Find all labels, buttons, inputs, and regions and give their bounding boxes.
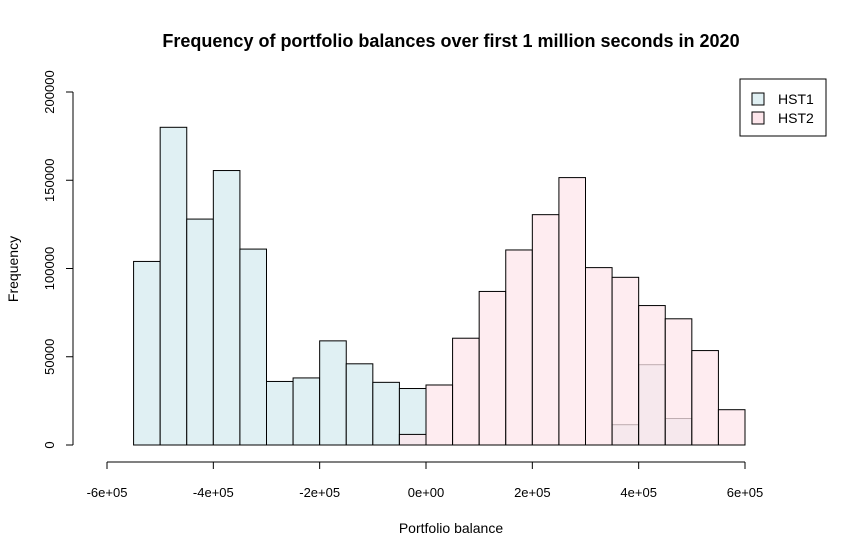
- bar-hst1-1: [159, 126, 188, 446]
- x-tick-label: -2e+05: [299, 485, 340, 500]
- bar-hst2-12: [717, 409, 746, 446]
- x-tick-label: 2e+05: [514, 485, 551, 500]
- legend-box: [739, 78, 827, 137]
- bar-hst1-9: [372, 381, 400, 446]
- bar-hst1-3: [212, 170, 241, 446]
- bar-hst2-3: [478, 290, 507, 446]
- bar-hst1-4: [239, 248, 268, 446]
- y-axis-label: Frequency: [5, 236, 21, 302]
- bar-hst2-2: [452, 337, 480, 446]
- bar-hst2-10: [664, 318, 693, 446]
- bar-hst1-8: [345, 363, 374, 446]
- y-axis: 0 50000 100000 150000 200000: [42, 70, 74, 449]
- y-tick-label: 0: [42, 441, 57, 448]
- bar-hst2-8: [611, 276, 640, 446]
- bar-hst1-0: [133, 260, 161, 446]
- chart-title: Frequency of portfolio balances over fir…: [162, 31, 739, 51]
- bar-hst2-7: [585, 267, 613, 446]
- x-tick-label: 4e+05: [620, 485, 657, 500]
- legend-swatch-hst2: [751, 111, 765, 125]
- legend: HST1 HST2: [739, 78, 827, 137]
- x-tick-label: -6e+05: [87, 485, 128, 500]
- y-tick-label: 150000: [42, 159, 57, 202]
- y-tick-label: 200000: [42, 70, 57, 113]
- y-tick-label: 100000: [42, 247, 57, 290]
- bar-hst2-5: [531, 214, 560, 446]
- y-tick-label: 50000: [42, 339, 57, 375]
- bar-hst2-9: [638, 305, 666, 446]
- x-axis-label: Portfolio balance: [399, 520, 504, 536]
- bar-hst2-0: [398, 433, 427, 446]
- bar-hst1-6: [292, 377, 321, 446]
- bar-hst1-7: [319, 340, 347, 446]
- bar-hst2-11: [691, 350, 719, 446]
- x-axis: -6e+05 -4e+05 -2e+05 0e+00 2e+05 4e+05 6e+05: [87, 461, 764, 500]
- bar-hst2-4: [505, 249, 533, 446]
- legend-label-hst1: HST1: [778, 91, 814, 107]
- legend-label-hst2: HST2: [778, 110, 814, 126]
- legend-swatch-hst1: [751, 92, 765, 106]
- bar-hst2-6: [558, 177, 587, 446]
- histogram-bars: [133, 126, 746, 446]
- x-tick-label: 0e+00: [408, 485, 445, 500]
- x-tick-label: 6e+05: [727, 485, 764, 500]
- bar-hst2-1: [425, 384, 454, 446]
- bar-hst1-5: [266, 380, 294, 446]
- x-tick-label: -4e+05: [193, 485, 234, 500]
- bar-hst1-2: [186, 218, 214, 446]
